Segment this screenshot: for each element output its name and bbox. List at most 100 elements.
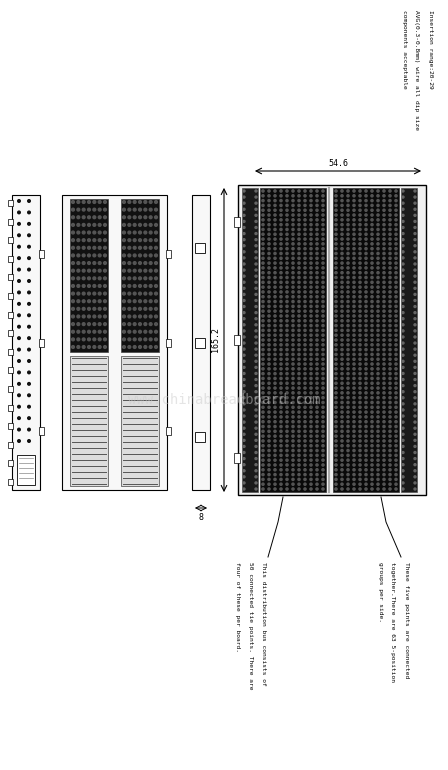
Circle shape: [377, 387, 379, 389]
Circle shape: [138, 338, 142, 341]
Circle shape: [371, 459, 373, 461]
Bar: [195, 243, 205, 253]
Circle shape: [347, 291, 349, 293]
Circle shape: [304, 353, 306, 356]
Circle shape: [347, 229, 349, 230]
Circle shape: [298, 281, 300, 283]
Circle shape: [262, 219, 264, 221]
Circle shape: [402, 403, 404, 405]
Circle shape: [335, 272, 337, 274]
Circle shape: [383, 459, 385, 461]
Circle shape: [383, 190, 385, 192]
Circle shape: [359, 190, 361, 192]
Circle shape: [243, 440, 245, 441]
Circle shape: [322, 272, 324, 274]
Circle shape: [341, 315, 343, 317]
Circle shape: [77, 239, 80, 242]
Circle shape: [18, 417, 20, 420]
Circle shape: [371, 450, 373, 452]
Circle shape: [322, 450, 324, 452]
Circle shape: [262, 420, 264, 423]
Circle shape: [262, 248, 264, 249]
Circle shape: [322, 229, 324, 230]
Circle shape: [395, 377, 397, 380]
Bar: [70, 356, 108, 486]
Circle shape: [371, 248, 373, 249]
Circle shape: [402, 190, 404, 192]
Circle shape: [316, 440, 318, 442]
Circle shape: [365, 257, 367, 259]
Circle shape: [377, 310, 379, 313]
Circle shape: [310, 300, 312, 303]
Circle shape: [402, 440, 404, 441]
Circle shape: [365, 407, 367, 408]
Circle shape: [268, 478, 270, 480]
Circle shape: [138, 231, 142, 234]
Circle shape: [28, 360, 30, 363]
Circle shape: [268, 407, 270, 408]
Circle shape: [144, 270, 147, 272]
Circle shape: [335, 416, 337, 418]
Circle shape: [268, 320, 270, 322]
Circle shape: [304, 454, 306, 457]
Circle shape: [82, 201, 85, 203]
Circle shape: [371, 488, 373, 490]
Circle shape: [322, 440, 324, 442]
Circle shape: [144, 323, 147, 326]
Circle shape: [383, 454, 385, 457]
Circle shape: [255, 390, 257, 393]
Circle shape: [371, 272, 373, 274]
Circle shape: [353, 373, 355, 375]
Circle shape: [138, 262, 142, 264]
Circle shape: [377, 397, 379, 399]
Circle shape: [292, 195, 294, 197]
Circle shape: [149, 262, 152, 264]
Circle shape: [262, 488, 264, 490]
Circle shape: [243, 427, 245, 429]
Circle shape: [82, 239, 85, 242]
Circle shape: [82, 216, 85, 219]
Circle shape: [316, 392, 318, 394]
Circle shape: [243, 306, 245, 307]
Circle shape: [298, 310, 300, 313]
Circle shape: [353, 349, 355, 350]
Circle shape: [341, 281, 343, 283]
Circle shape: [395, 262, 397, 264]
Circle shape: [298, 262, 300, 264]
Circle shape: [365, 253, 367, 255]
Circle shape: [316, 444, 318, 447]
Circle shape: [268, 281, 270, 283]
Circle shape: [268, 382, 270, 384]
Circle shape: [310, 377, 312, 380]
Circle shape: [286, 416, 288, 418]
Circle shape: [304, 253, 306, 255]
Circle shape: [335, 425, 337, 427]
Circle shape: [93, 270, 96, 272]
Circle shape: [402, 203, 404, 204]
Circle shape: [359, 478, 361, 480]
Circle shape: [268, 229, 270, 230]
Circle shape: [377, 430, 379, 433]
Circle shape: [389, 444, 391, 447]
Circle shape: [383, 343, 385, 346]
Circle shape: [395, 223, 397, 226]
Circle shape: [304, 233, 306, 236]
Circle shape: [359, 233, 361, 236]
Circle shape: [255, 287, 257, 290]
Circle shape: [262, 339, 264, 341]
Circle shape: [383, 353, 385, 356]
Circle shape: [304, 214, 306, 216]
Circle shape: [322, 397, 324, 399]
Circle shape: [389, 300, 391, 303]
Circle shape: [98, 246, 101, 249]
Circle shape: [18, 303, 20, 305]
Circle shape: [322, 276, 324, 279]
Circle shape: [155, 346, 157, 348]
Circle shape: [280, 286, 282, 288]
Circle shape: [243, 257, 245, 259]
Circle shape: [341, 334, 343, 336]
Circle shape: [359, 320, 361, 322]
Circle shape: [395, 238, 397, 240]
Circle shape: [383, 392, 385, 394]
Circle shape: [353, 223, 355, 226]
